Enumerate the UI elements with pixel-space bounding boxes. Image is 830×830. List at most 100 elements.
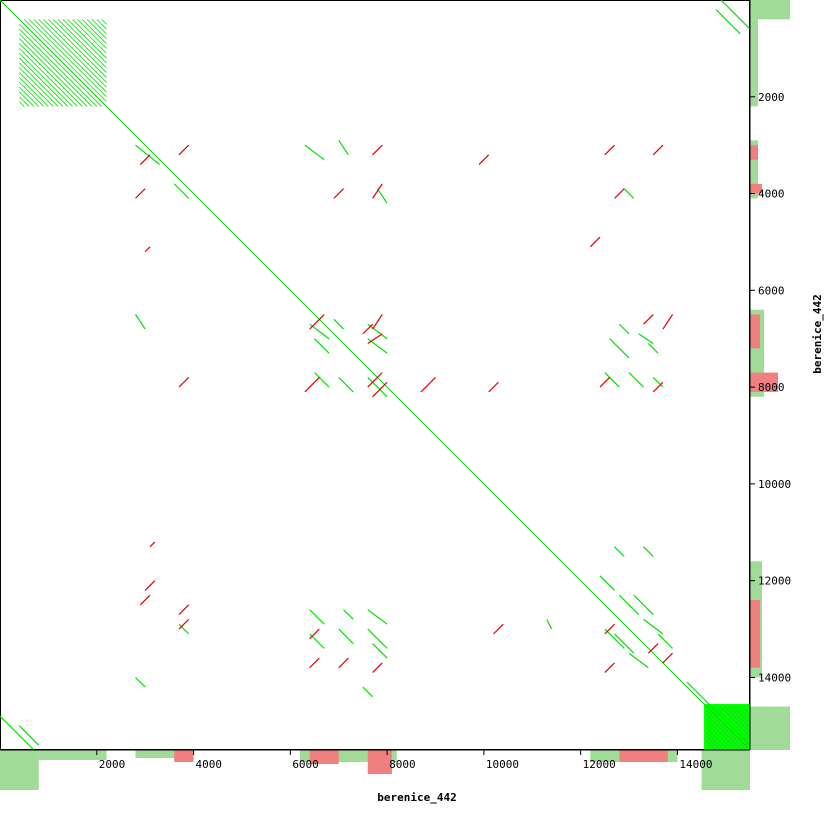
repeat-hatch-line [19, 101, 25, 107]
forward-alignment-segment [367, 376, 388, 398]
forward-alignment-segment [628, 652, 649, 669]
y-tick-label: 10000 [758, 478, 791, 491]
x-tick-label: 2000 [99, 758, 126, 771]
repeat-hatch-line [86, 19, 107, 39]
forward-alignment-segment [173, 183, 190, 199]
forward-alignment-segment [715, 9, 741, 35]
reverse-alignment-segment [372, 662, 383, 674]
repeat-hatch-line [19, 91, 35, 107]
coverage-bar-y [750, 145, 758, 160]
reverse-alignment-segment [139, 594, 151, 606]
coverage-bar-y [750, 372, 778, 392]
reverse-alignment-segment [662, 652, 674, 664]
reverse-alignment-segment [420, 376, 436, 393]
forward-alignment-segment [367, 338, 388, 354]
forward-alignment-segment [18, 725, 40, 746]
repeat-hatch-line [62, 19, 107, 64]
forward-alignment-segment [338, 376, 354, 393]
repeat-hatch-line [19, 43, 83, 107]
block-hatch-line [706, 718, 738, 751]
forward-alignment-segment [623, 188, 635, 199]
repeat-hatch-line [19, 28, 98, 107]
forward-alignment-segment [604, 372, 620, 388]
forward-alignment-segment [178, 623, 190, 635]
block-hatch-line [741, 706, 751, 715]
y-axis: 2000 4000 6000 8000 10000 12000 14000 [749, 0, 791, 750]
y-axis-title: berenice_442 [811, 294, 824, 373]
coverage-bar-x [174, 750, 194, 762]
reverse-alignment-segment [309, 657, 320, 669]
block-hatch-line [724, 706, 751, 733]
forward-alignment-segment [618, 594, 640, 615]
forward-alignment-segment [614, 633, 635, 654]
repeat-hatch-line [19, 52, 73, 107]
reverse-alignment-segment [304, 376, 320, 393]
forward-alignment-segment [338, 628, 354, 644]
reverse-alignment-segment [144, 580, 156, 591]
repeat-hatch-line [67, 19, 107, 59]
y-tick-label: 8000 [758, 381, 785, 394]
repeat-hatch-line [43, 19, 107, 83]
repeat-hatch-line [33, 19, 107, 93]
reverse-alignment-segment [604, 623, 615, 635]
reverse-alignment-segment [367, 372, 383, 388]
coverage-bar-y [750, 706, 790, 750]
forward-alignment-segment [135, 144, 161, 165]
reverse-alignment-segment [599, 376, 611, 388]
coverage-histograms [0, 0, 790, 790]
forward-alignment-segment [604, 628, 625, 649]
reverse-alignment-segment [647, 643, 659, 654]
reverse-alignment-segment [178, 618, 190, 630]
reverse-alignment-segment [178, 376, 190, 388]
repeat-hatch-line [77, 19, 107, 49]
repeat-hatch-line [19, 72, 54, 107]
repeat-hatch-line [19, 57, 69, 107]
reverse-alignment-segment [614, 188, 625, 199]
y-tick-label: 14000 [758, 671, 791, 684]
block-hatch-line [706, 744, 712, 751]
forward-alignment-segment [618, 323, 630, 335]
reverse-alignment-segment [367, 333, 383, 345]
reverse-alignment-segment [149, 541, 156, 548]
reverse-alignment-segment [372, 183, 383, 199]
block-hatch-line [715, 706, 751, 742]
forward-alignment-segment [0, 715, 35, 751]
reverse-alignment-segment [662, 314, 674, 330]
repeat-hatch-line [19, 86, 39, 107]
forward-alignment-segment [686, 681, 751, 746]
x-tick-label: 10000 [486, 758, 519, 771]
forward-alignment-segment [135, 676, 146, 688]
repeat-hatch-line [19, 81, 44, 107]
block-hatch-line [706, 723, 734, 751]
reverse-alignment-segment [652, 144, 664, 156]
forward-alignment-segment [343, 609, 354, 620]
block-hatch-line [728, 706, 751, 728]
repeat-hatch-line [81, 19, 107, 44]
forward-alignment-segment [304, 144, 325, 161]
coverage-bar-x [367, 750, 392, 774]
forward-alignment-segment [652, 376, 664, 388]
coverage-bar-x [619, 750, 668, 762]
forward-alignment-segment [657, 633, 674, 649]
repeat-hatch-line [19, 77, 49, 107]
reverse-alignment-segment [178, 604, 190, 615]
repeat-hatch-line [28, 19, 107, 98]
forward-alignment-segment [609, 338, 630, 359]
forward-alignment-segment [647, 343, 659, 354]
forward-alignment-segment [0, 0, 751, 751]
forward-alignment-segment [338, 139, 349, 156]
block-hatch-line [732, 706, 751, 724]
forward-alignment-segment [628, 372, 644, 388]
x-axis: 2000 4000 6000 8000 10000 12000 14000 [0, 749, 750, 771]
reverse-alignment-segment [478, 154, 490, 165]
forward-alignment-segment [546, 619, 553, 630]
reverse-alignment-segment [589, 236, 601, 248]
forward-alignment-segment [376, 188, 388, 204]
coverage-bar-x [309, 750, 339, 764]
coverage-bar-x [38, 750, 107, 760]
repeat-hatch-line [19, 38, 88, 107]
x-tick-label: 12000 [583, 758, 616, 771]
reverse-alignment-segment [372, 381, 388, 398]
reverse-alignment-segment [144, 246, 151, 253]
